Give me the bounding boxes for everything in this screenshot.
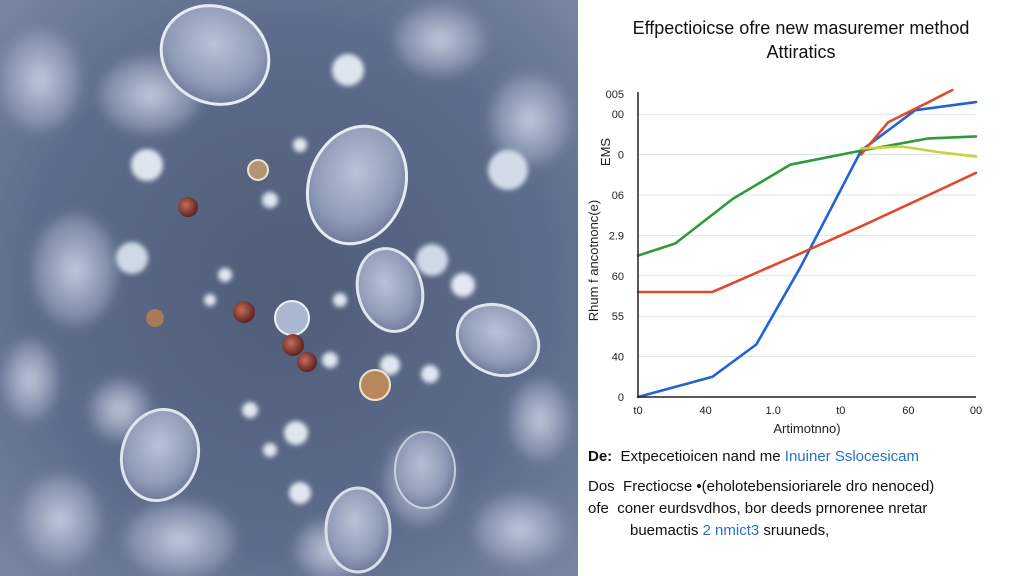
caption-line4-text: buemactis <box>630 522 699 539</box>
caption-line1-highlight: Inuiner Sslocesicam <box>784 448 920 465</box>
y-tick-label: 0 <box>618 150 624 162</box>
y-tick-label: 60 <box>612 271 624 283</box>
series-line-yellow <box>859 145 978 158</box>
x-tick-label: 40 <box>699 405 711 417</box>
y-tick-label: 06 <box>612 190 624 202</box>
y-axis-title: Rhum f ancotnonc(e) <box>586 200 601 321</box>
chart-title-line1: Effpectioicse ofre new masuremer method <box>632 18 970 38</box>
y-top-label: 005 <box>606 89 624 101</box>
caption-line-2: Dos Frectiocse •(eholotebensioriarele dr… <box>588 478 1018 495</box>
y-axis-title-secondary: EMS <box>598 138 613 167</box>
caption-line-3: ofe coner eurdsvdhos, bor deeds prnorene… <box>588 500 1018 517</box>
caption-line4-suffix: sruuneds, <box>763 522 830 539</box>
chart-axes <box>637 92 976 398</box>
series-line-red <box>636 171 978 294</box>
caption-line1-text: Extpecetioicen nand me <box>620 448 781 465</box>
y-tick-label: 00 <box>612 109 624 121</box>
caption-line3-prefix: ofe <box>588 500 609 517</box>
series-line-green <box>636 135 978 257</box>
x-tick-label: t0 <box>836 405 845 417</box>
micrograph-illustration <box>0 0 578 576</box>
small-particles <box>116 54 528 504</box>
caption-line2-text: Frectiocse •(eholotebensioriarele dro ne… <box>623 478 935 495</box>
chart-panel: Effpectioicse ofre new masuremer method … <box>578 0 1024 576</box>
x-tick-label: 00 <box>970 405 982 417</box>
y-tick-label: 40 <box>612 352 624 364</box>
chart-grid <box>638 113 976 358</box>
caption-line4-highlight: 2 nmict3 <box>702 522 760 539</box>
micrograph-image <box>0 0 578 576</box>
y-tick-label: 2.9 <box>609 230 624 242</box>
caption-line-1: De: Extpecetioicen nand me Inuiner Ssloc… <box>588 448 1018 465</box>
chart-series <box>636 88 978 399</box>
y-tick-label: 0 <box>618 392 624 404</box>
chart-title-line2: Attiratics <box>766 42 836 62</box>
oval-cells <box>119 4 541 574</box>
x-tick-label: 1.0 <box>766 405 781 417</box>
pigmented-particles <box>146 159 391 401</box>
caption-line2-prefix: Dos <box>588 478 615 495</box>
caption-line1-prefix: De: <box>588 448 613 465</box>
series-line-red-upper <box>859 88 954 156</box>
caption-line3-text: coner eurdsvdhos, bor deeds prnorenee nr… <box>617 500 928 517</box>
x-tick-label: 60 <box>902 405 914 417</box>
x-axis-title: Artimotnno) <box>773 421 840 436</box>
caption-line-4: buemactis 2 nmict3 sruuneds, <box>630 522 1024 539</box>
x-tick-label: t0 <box>633 405 642 417</box>
y-tick-label: 55 <box>612 311 624 323</box>
